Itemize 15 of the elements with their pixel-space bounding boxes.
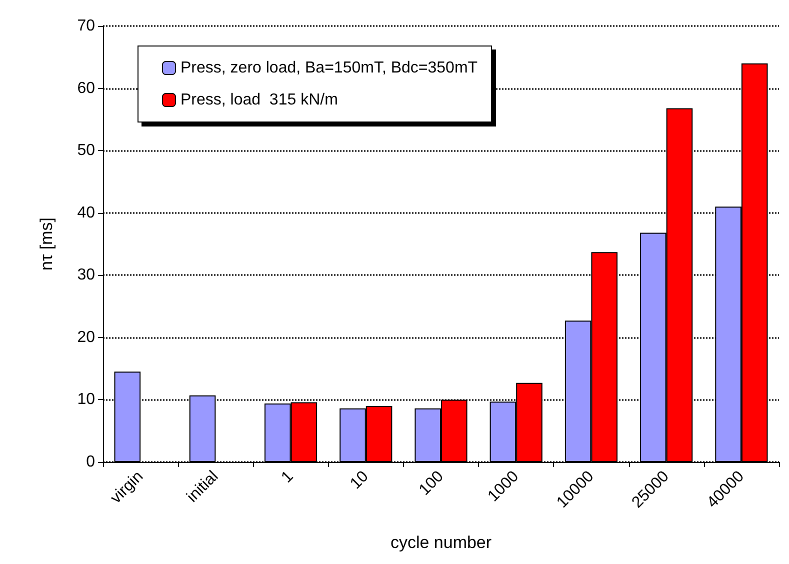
y-tick-label: 50 xyxy=(77,142,96,160)
legend-label: Press, zero load, Ba=150mT, Bdc=350mT xyxy=(180,60,478,76)
y-axis-title: nτ [ms] xyxy=(37,217,56,271)
x-tick-label: 10 xyxy=(347,468,372,493)
y-tick-label: 10 xyxy=(77,391,96,408)
y-tick-label: 20 xyxy=(77,328,96,346)
y-tick-label: 0 xyxy=(86,454,96,470)
y-tick-label: 60 xyxy=(77,80,96,97)
x-axis-title: cycle number xyxy=(390,533,492,552)
x-tick-label: 1 xyxy=(278,468,297,486)
y-tick-label: 70 xyxy=(77,18,96,34)
x-tick-label: 100 xyxy=(416,468,448,499)
y-tick-label: 30 xyxy=(77,266,96,284)
y-tick-label: 40 xyxy=(77,204,96,222)
legend-label: Press, load 315 kN/m xyxy=(180,92,338,108)
